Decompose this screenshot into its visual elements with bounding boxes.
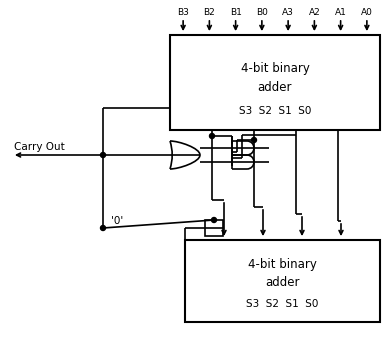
Bar	[205, 220, 223, 236]
Bar	[170, 35, 380, 130]
Text: B3: B3	[177, 8, 189, 17]
Text: adder: adder	[258, 81, 292, 94]
Text: A0: A0	[361, 8, 373, 17]
Circle shape	[100, 226, 105, 230]
Text: B2: B2	[203, 8, 215, 17]
Text: S3  S2  S1  S0: S3 S2 S1 S0	[239, 106, 311, 116]
Text: B0: B0	[256, 8, 268, 17]
Bar	[185, 240, 380, 322]
Text: '0': '0'	[111, 216, 123, 226]
Text: A3: A3	[282, 8, 294, 17]
Text: adder: adder	[265, 276, 300, 289]
Text: A2: A2	[308, 8, 320, 17]
Text: B1: B1	[230, 8, 242, 17]
Circle shape	[100, 153, 105, 157]
Circle shape	[252, 137, 257, 143]
Text: S3  S2  S1  S0: S3 S2 S1 S0	[246, 299, 319, 309]
Text: 4-bit binary: 4-bit binary	[240, 62, 310, 75]
Text: Carry Out: Carry Out	[14, 142, 65, 152]
Circle shape	[210, 134, 215, 138]
Text: A1: A1	[335, 8, 347, 17]
Text: 4-bit binary: 4-bit binary	[248, 258, 317, 271]
Circle shape	[212, 218, 217, 222]
